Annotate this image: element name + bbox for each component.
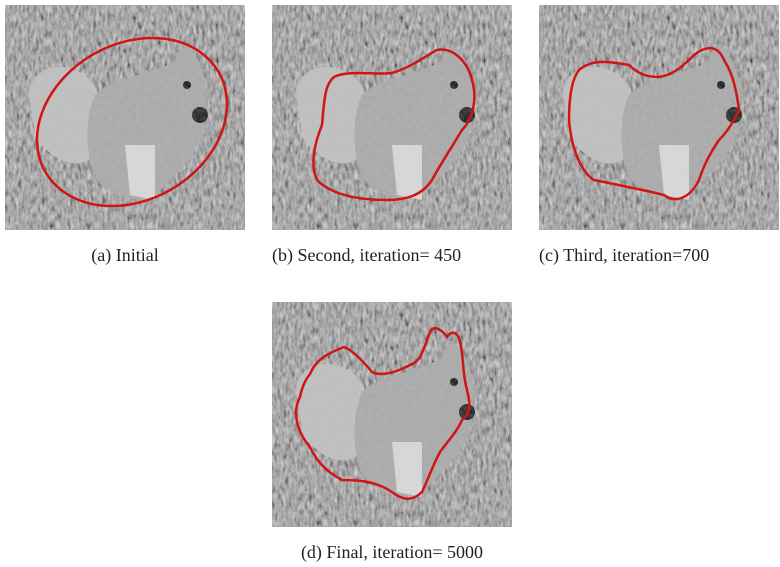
subfigure: (b) Second, iteration= 450 [272,5,512,268]
caption: (a) Initial [5,242,245,268]
caption: (c) Third, iteration=700 [539,242,779,268]
caption: (d) Final, iteration= 5000 [272,539,512,565]
image [539,5,779,230]
image [272,5,512,230]
subfigure: (c) Third, iteration=700 [539,5,779,268]
caption: (b) Second, iteration= 450 [272,242,512,268]
subfigure: (d) Final, iteration= 5000 [272,302,512,565]
image [272,302,512,527]
image [5,5,245,230]
subfigure: (a) Initial [5,5,245,268]
page: {"figure": {"subfigures": [ {"caption": … [0,0,780,567]
